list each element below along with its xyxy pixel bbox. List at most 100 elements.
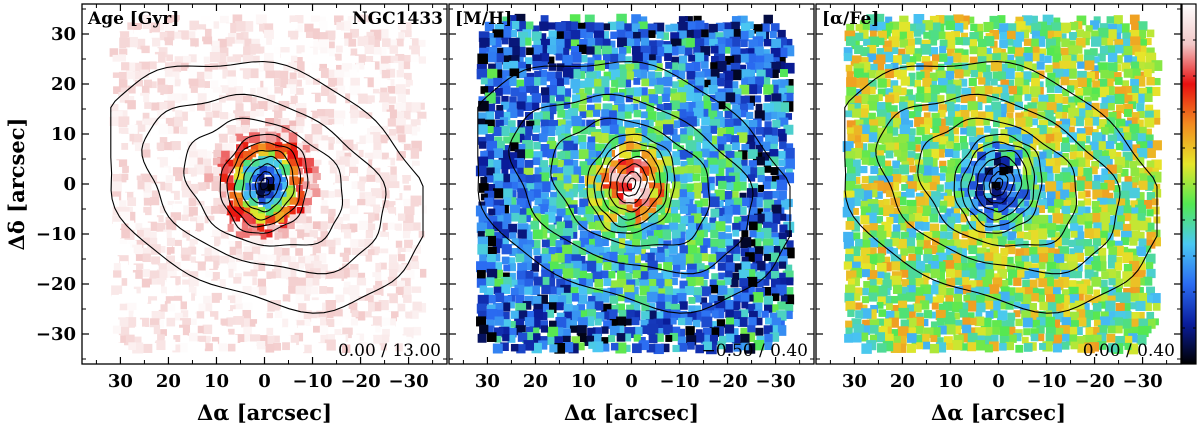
spaxel bbox=[762, 238, 774, 250]
spaxel bbox=[613, 92, 625, 104]
spaxel bbox=[609, 318, 619, 328]
spaxel bbox=[747, 263, 758, 274]
spaxel bbox=[678, 16, 688, 26]
spaxel bbox=[562, 48, 570, 56]
spaxel bbox=[850, 246, 861, 257]
spaxel bbox=[125, 159, 135, 168]
spaxel bbox=[754, 46, 764, 57]
spaxel bbox=[210, 236, 221, 247]
spaxel bbox=[197, 335, 207, 345]
spaxel bbox=[119, 173, 129, 184]
spaxel bbox=[492, 309, 504, 321]
spaxel bbox=[752, 197, 763, 208]
spaxel bbox=[586, 287, 594, 295]
spaxel bbox=[212, 166, 222, 176]
spaxel bbox=[109, 77, 119, 88]
spaxel bbox=[563, 220, 573, 230]
spaxel bbox=[1076, 37, 1086, 48]
spaxel bbox=[725, 270, 733, 279]
spaxel bbox=[890, 80, 899, 89]
spaxel bbox=[593, 215, 604, 225]
spaxel bbox=[371, 102, 383, 113]
spaxel bbox=[656, 77, 665, 87]
spaxel bbox=[174, 38, 182, 46]
spaxel bbox=[203, 117, 213, 127]
spaxel bbox=[709, 164, 719, 174]
spaxel bbox=[540, 143, 550, 153]
spaxel bbox=[702, 190, 711, 198]
spaxel bbox=[563, 101, 571, 109]
spaxel bbox=[281, 160, 289, 168]
spaxel bbox=[1044, 271, 1054, 280]
spaxel bbox=[108, 126, 119, 137]
spaxel bbox=[562, 228, 574, 239]
spaxel bbox=[989, 246, 999, 256]
spaxel bbox=[965, 62, 977, 74]
spaxel bbox=[603, 23, 611, 31]
spaxel bbox=[746, 111, 754, 120]
spaxel bbox=[126, 310, 134, 318]
spaxel bbox=[532, 157, 541, 166]
spaxel bbox=[140, 28, 150, 38]
spaxel bbox=[603, 157, 611, 165]
spaxel bbox=[370, 238, 380, 248]
spaxel bbox=[248, 277, 257, 286]
spaxel bbox=[586, 38, 596, 48]
spaxel bbox=[556, 94, 565, 104]
spaxel bbox=[645, 310, 657, 322]
spaxel bbox=[492, 96, 501, 104]
isophote-contour bbox=[621, 171, 642, 197]
spaxel bbox=[112, 174, 122, 183]
spaxel bbox=[326, 254, 337, 264]
spaxel bbox=[1099, 279, 1108, 288]
spaxel bbox=[1044, 286, 1053, 296]
spaxel bbox=[1139, 173, 1148, 182]
spaxel bbox=[548, 22, 556, 30]
spaxel bbox=[920, 205, 931, 217]
spaxel bbox=[494, 335, 502, 343]
spaxel bbox=[853, 184, 862, 192]
spaxel bbox=[524, 295, 534, 305]
spaxel bbox=[388, 213, 395, 221]
spaxel bbox=[515, 133, 525, 143]
spaxel bbox=[158, 95, 168, 105]
spaxel bbox=[287, 221, 295, 230]
spaxel bbox=[584, 87, 593, 95]
spaxel bbox=[976, 184, 984, 191]
spaxel bbox=[373, 142, 382, 151]
spaxel bbox=[867, 79, 877, 90]
spaxel bbox=[844, 158, 854, 168]
isophote-contour bbox=[616, 163, 648, 204]
spaxel bbox=[189, 271, 199, 281]
spaxel bbox=[846, 86, 857, 97]
spaxel bbox=[715, 251, 727, 263]
spaxel bbox=[852, 125, 863, 136]
panel-alpha-fe: 30 20 10 0 −10 −20 −30 [α/Fe] 0.00 / 0.40 Δα [… bbox=[815, 3, 1182, 425]
spaxel bbox=[531, 102, 540, 111]
spaxel bbox=[998, 149, 1007, 158]
spaxel bbox=[700, 279, 708, 287]
spaxel bbox=[715, 92, 726, 103]
spaxel bbox=[487, 37, 496, 46]
spaxel bbox=[188, 341, 200, 353]
spaxel bbox=[401, 143, 411, 154]
spaxel bbox=[271, 39, 280, 47]
spaxel bbox=[991, 261, 1002, 271]
spaxel bbox=[1015, 56, 1025, 66]
spaxel bbox=[921, 197, 930, 206]
spaxel bbox=[845, 301, 856, 311]
spaxel bbox=[1008, 191, 1018, 202]
spaxel bbox=[213, 149, 222, 158]
spaxel bbox=[886, 190, 893, 198]
spaxel bbox=[141, 278, 152, 289]
spaxel bbox=[553, 327, 564, 337]
spaxel bbox=[686, 239, 696, 249]
spaxel bbox=[770, 317, 781, 329]
spaxel bbox=[498, 326, 510, 338]
spaxel bbox=[541, 239, 550, 248]
spaxel bbox=[676, 70, 686, 80]
spaxel bbox=[1043, 276, 1054, 287]
spaxel bbox=[188, 151, 198, 161]
spaxel bbox=[1130, 167, 1140, 177]
spaxel bbox=[476, 68, 488, 80]
